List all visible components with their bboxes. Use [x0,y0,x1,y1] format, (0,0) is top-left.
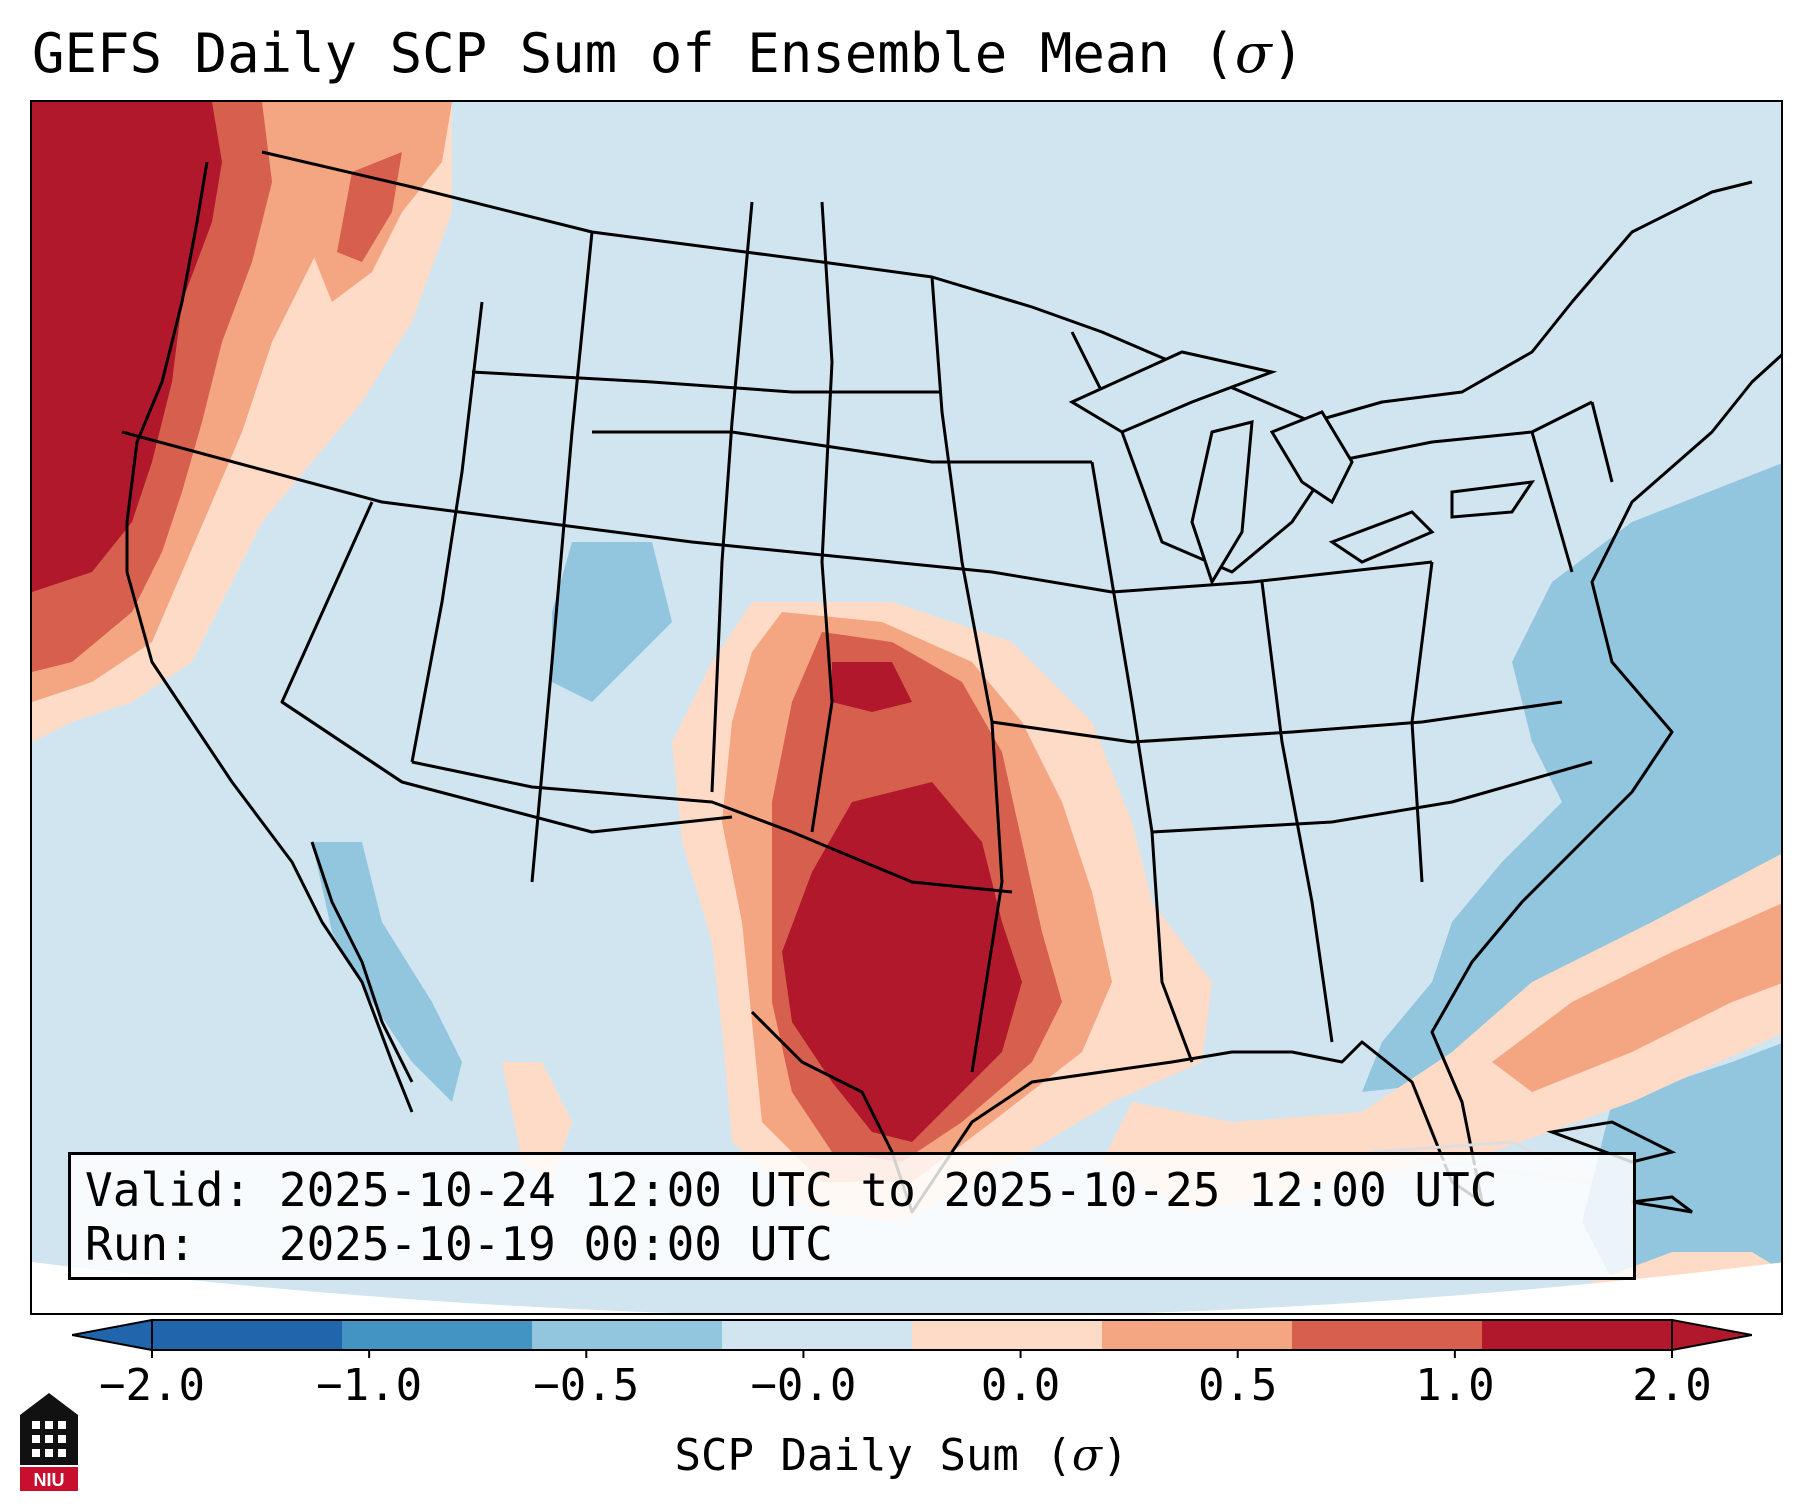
valid-run-infobox: Valid: 2025-10-24 12:00 UTC to 2025-10-2… [68,1152,1636,1280]
colorbar-segment [152,1320,343,1350]
logo-band [20,1467,78,1491]
plains-positive-extreme [782,782,1022,1142]
valid-value: 2025-10-24 12:00 UTC to 2025-10-25 12:00… [278,1163,1498,1217]
colorbar-extend-high [1671,1318,1752,1352]
map-canvas [32,102,1781,1313]
colorbar-tick-label: 2.0 [1632,1360,1712,1411]
colorbar-tick-label: −1.0 [316,1360,423,1411]
valid-row: Valid: 2025-10-24 12:00 UTC to 2025-10-2… [85,1163,1619,1217]
colorbar-tick-label: −2.0 [99,1360,205,1411]
colorado-negative-field [552,542,672,702]
colorbar-segment [342,1320,533,1350]
map-title: GEFS Daily SCP Sum of Ensemble Mean (σ) [32,22,1304,85]
colorbar-outline [151,1319,1673,1351]
colorbar-label-text: SCP Daily Sum ( [674,1430,1072,1481]
colorbar-segment [1102,1320,1293,1350]
logo-tower-windows [32,1421,66,1457]
colorbar-segment [722,1320,913,1350]
colorbar-tick-label: 0.0 [980,1360,1061,1411]
colorbar-tick-label: −0.5 [533,1360,640,1411]
run-label: Run: [85,1217,196,1271]
pnw-positive-extreme [32,102,222,592]
run-value: 2025-10-19 00:00 UTC [278,1217,833,1271]
gulf-positive-field [1102,854,1781,1212]
colorbar-label-symbol: σ [1071,1430,1102,1481]
colorbar-extend-low [72,1318,153,1352]
niu-logo: NIU [20,1393,78,1491]
great-lakes [1068,350,1536,586]
colorbar-segment [532,1320,723,1350]
kansas-positive-extreme [832,662,912,712]
map-panel: Valid: 2025-10-24 12:00 UTC to 2025-10-2… [30,100,1783,1315]
colorbar [72,1318,1752,1358]
baja-negative-field [312,842,462,1102]
map-title-symbol: σ [1234,22,1272,85]
logo-text: NIU [34,1470,65,1490]
colorbar-segment [1292,1320,1483,1350]
valid-label: Valid: [85,1163,252,1217]
map-title-close: ) [1271,22,1305,85]
run-row: Run: 2025-10-19 00:00 UTC [85,1217,1619,1271]
colorbar-tick-label: 1.0 [1415,1360,1495,1411]
colorbar-segment [1482,1320,1673,1350]
caribbean-positive-field [1492,903,1781,1092]
map-title-text: GEFS Daily SCP Sum of Ensemble Mean ( [32,22,1235,85]
colorbar-label: SCP Daily Sum (σ) [0,1430,1803,1481]
domain-edge [32,1262,1781,1313]
colorbar-tick-label: −0.0 [750,1360,857,1411]
colorbar-label-close: ) [1101,1430,1129,1481]
colorbar-segment [912,1320,1103,1350]
colorbar-tick-label: 0.5 [1197,1360,1278,1411]
